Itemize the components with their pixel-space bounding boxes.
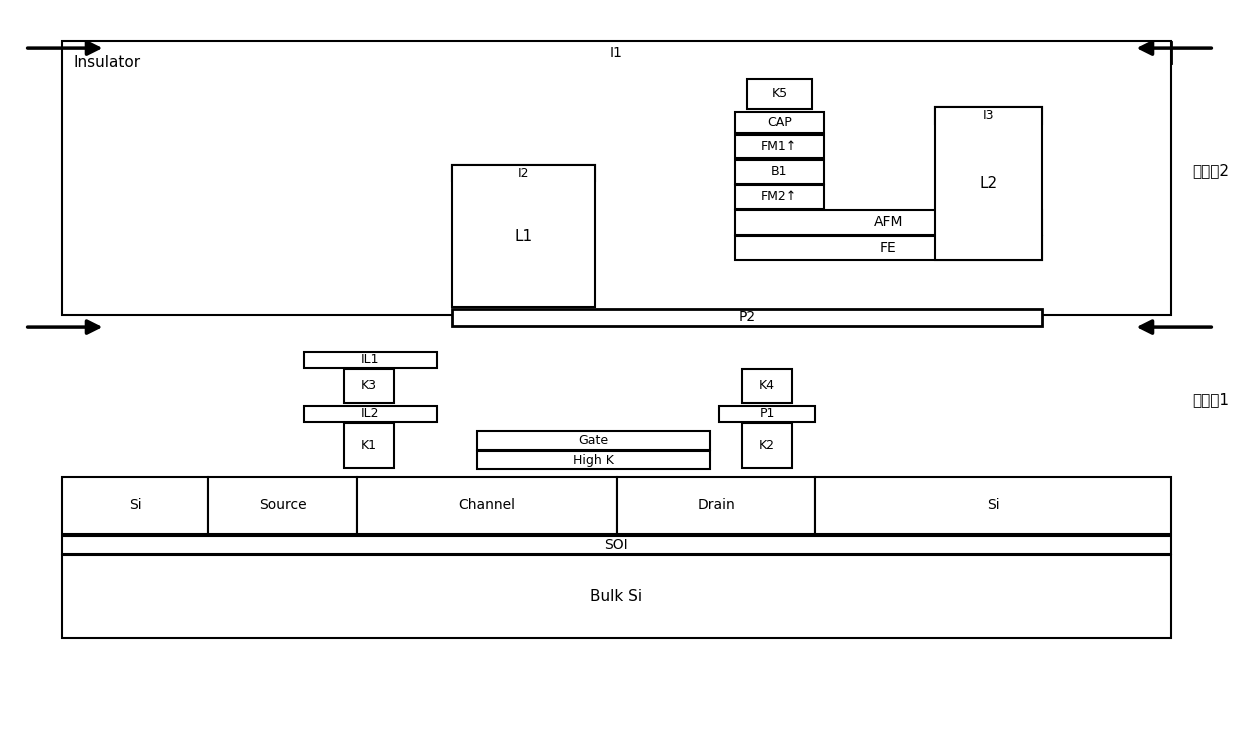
Bar — [935, 107, 1042, 124]
Bar — [735, 185, 824, 209]
Text: K1: K1 — [362, 439, 377, 452]
Bar — [452, 165, 595, 181]
Text: Source: Source — [259, 499, 306, 512]
Text: K4: K4 — [760, 380, 774, 392]
Text: P2: P2 — [738, 311, 756, 324]
Bar — [344, 423, 394, 468]
Bar — [735, 112, 824, 133]
Text: I3: I3 — [983, 109, 995, 122]
Text: 俰视图2: 俰视图2 — [1192, 163, 1229, 178]
Bar — [735, 236, 1042, 260]
Text: FM1↑: FM1↑ — [761, 140, 798, 153]
Bar — [735, 160, 824, 184]
Text: Si: Si — [129, 499, 141, 512]
Bar — [935, 107, 1042, 260]
Text: IL1: IL1 — [362, 353, 379, 366]
Text: SOI: SOI — [605, 538, 628, 551]
Text: CAP: CAP — [767, 116, 792, 130]
Bar — [815, 477, 1171, 534]
Text: L2: L2 — [980, 176, 997, 192]
Bar — [452, 309, 1042, 326]
Text: AFM: AFM — [873, 215, 903, 229]
Bar — [742, 369, 792, 403]
Text: Insulator: Insulator — [74, 55, 141, 70]
Text: Bulk Si: Bulk Si — [590, 589, 643, 604]
Bar — [735, 135, 824, 158]
Text: Gate: Gate — [579, 434, 608, 447]
Text: Drain: Drain — [698, 499, 735, 512]
Bar — [477, 431, 710, 450]
Bar — [617, 477, 815, 534]
Bar — [357, 477, 617, 534]
Text: K3: K3 — [362, 380, 377, 392]
Bar — [62, 41, 1171, 314]
Text: B1: B1 — [771, 165, 788, 178]
Text: P1: P1 — [760, 407, 774, 420]
Text: I1: I1 — [610, 46, 623, 59]
Text: K2: K2 — [760, 439, 774, 452]
Bar — [62, 536, 1171, 554]
Bar — [747, 79, 812, 109]
Bar — [208, 477, 357, 534]
Text: Channel: Channel — [458, 499, 515, 512]
Bar — [62, 555, 1171, 638]
Text: L1: L1 — [514, 229, 533, 243]
Bar — [735, 210, 1042, 235]
Text: I2: I2 — [518, 166, 529, 180]
Bar — [344, 369, 394, 403]
Bar — [452, 165, 595, 307]
Text: FM2↑: FM2↑ — [761, 190, 798, 204]
Bar — [62, 42, 1171, 63]
Text: IL2: IL2 — [362, 407, 379, 420]
Bar — [62, 477, 208, 534]
Bar — [719, 406, 815, 422]
Text: High K: High K — [574, 454, 613, 467]
Text: K5: K5 — [771, 87, 788, 101]
Text: FE: FE — [880, 241, 897, 255]
Text: 俰视图1: 俰视图1 — [1192, 392, 1229, 407]
Bar — [742, 423, 792, 468]
Bar — [304, 406, 437, 422]
Bar — [304, 352, 437, 368]
Text: Si: Si — [986, 499, 1000, 512]
Bar — [477, 451, 710, 469]
